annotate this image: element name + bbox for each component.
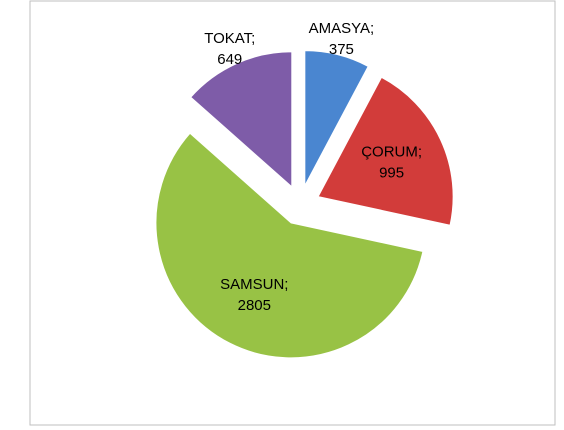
slice-value: 995 bbox=[379, 164, 404, 181]
slice-label: SAMSUN; bbox=[220, 276, 288, 293]
slice-label: ÇORUM; bbox=[361, 143, 422, 160]
slice-label: AMASYA; bbox=[309, 20, 375, 37]
pie-slice bbox=[155, 132, 424, 359]
pie-slice bbox=[190, 51, 293, 188]
slice-value: 2805 bbox=[238, 297, 271, 314]
slice-value: 649 bbox=[217, 51, 242, 68]
chart-frame bbox=[29, 0, 556, 426]
pie-slice bbox=[317, 76, 454, 226]
slice-label: TOKAT; bbox=[204, 30, 255, 47]
pie-slice bbox=[304, 50, 369, 186]
slice-value: 375 bbox=[329, 41, 354, 58]
